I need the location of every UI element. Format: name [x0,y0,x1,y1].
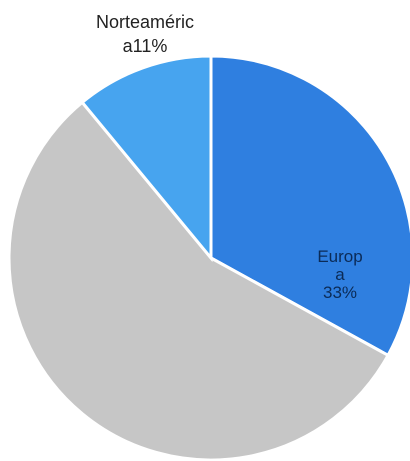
pie-slices [7,54,410,461]
pie-label-line: 33% [323,283,357,302]
pie-slice-norteam-rica [80,54,213,263]
pie-label-line: a11% [123,36,168,56]
pie-label-europa: Europ a 33% [317,247,362,302]
pie-label-line: a [335,265,345,284]
pie-labels: Europ a 33% Norteaméric a11% [96,12,363,302]
pie-slice-unlabeled-1 [7,100,391,461]
pie-slice-europa [209,54,410,358]
pie-label-norteam-rica: Norteaméric a11% [96,12,194,56]
pie-label-line: Europ [317,247,362,266]
pie-label-line: Norteaméric [96,12,194,32]
